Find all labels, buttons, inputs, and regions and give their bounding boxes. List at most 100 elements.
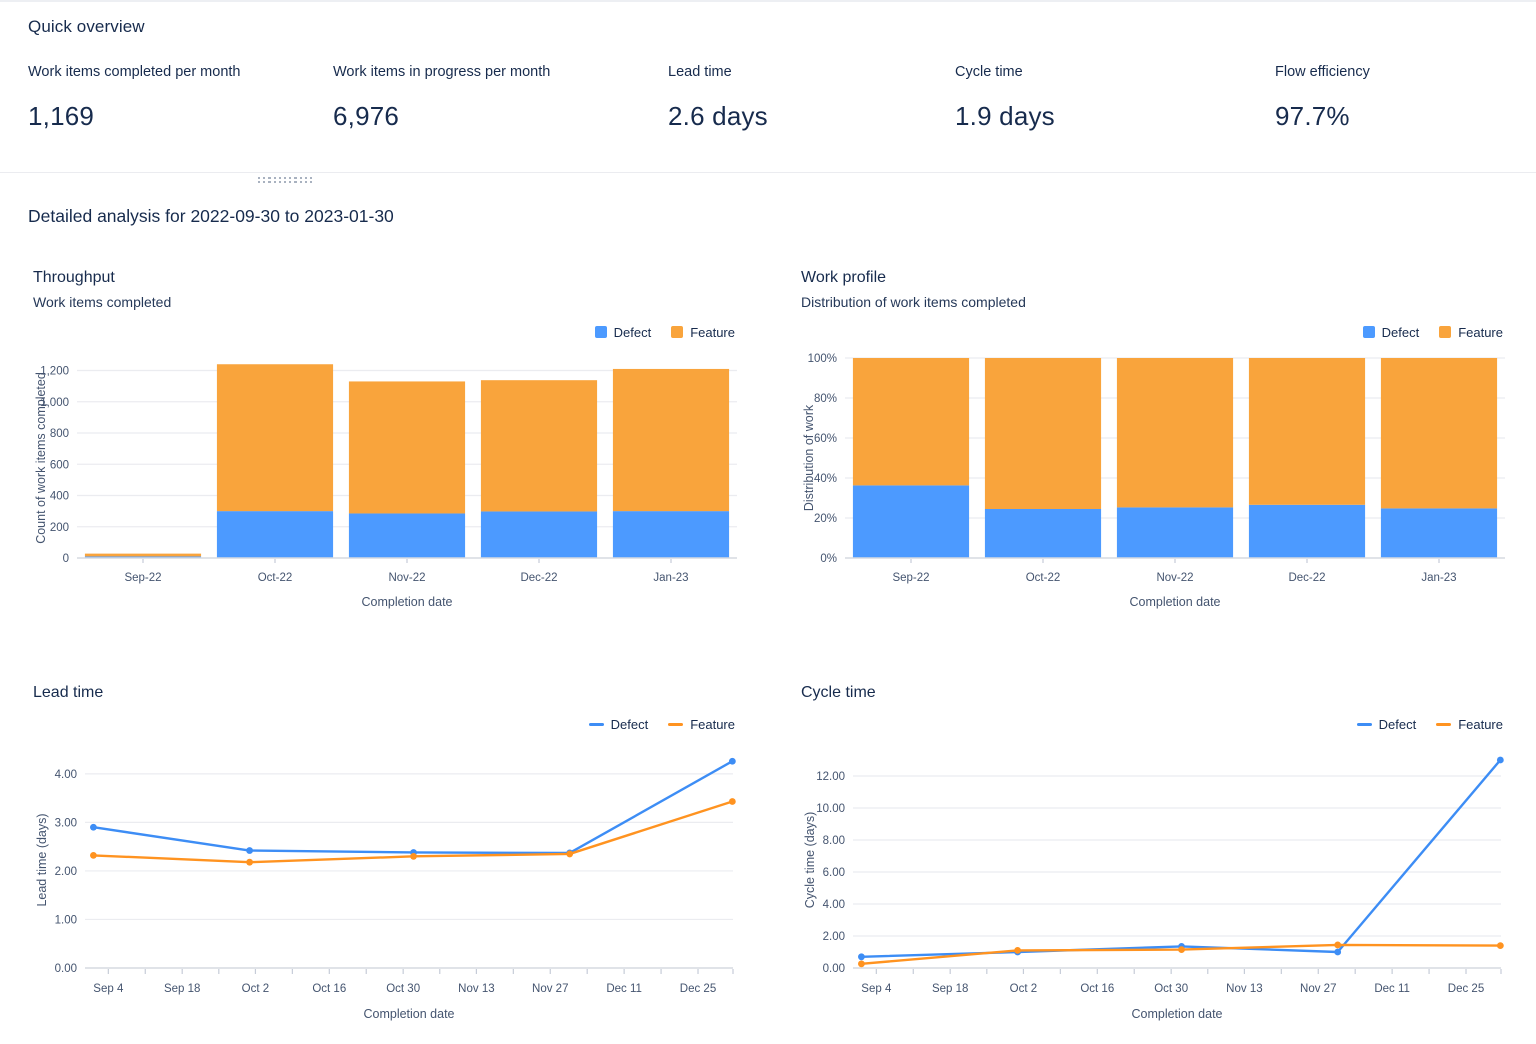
svg-text:Jan-23: Jan-23 (653, 572, 688, 584)
legend-item-defect[interactable]: Defect (588, 716, 649, 732)
legend-label: Feature (1458, 716, 1503, 732)
svg-text:Dec 11: Dec 11 (606, 983, 642, 995)
svg-text:Sep 4: Sep 4 (861, 983, 892, 995)
metric-label: Lead time (668, 64, 732, 80)
svg-text:Nov 13: Nov 13 (1226, 983, 1262, 995)
svg-text:Oct 30: Oct 30 (1154, 983, 1188, 995)
resize-drag-handle[interactable] (258, 177, 313, 184)
legend-label: Feature (690, 324, 735, 340)
cycle-time-chart: Cycle time Defect Feature 0.00 2.00 4.00 6.… (801, 684, 1505, 1024)
svg-text:600: 600 (50, 459, 69, 471)
svg-text:Sep 18: Sep 18 (932, 983, 968, 995)
charts-grid: Throughput Work items completed Defect F… (0, 269, 1536, 1024)
svg-text:400: 400 (50, 491, 69, 503)
legend-item-feature[interactable]: Feature (1439, 325, 1503, 340)
legend-item-defect[interactable]: Defect (594, 325, 651, 340)
svg-text:Oct-22: Oct-22 (1026, 572, 1061, 584)
svg-text:2.00: 2.00 (823, 931, 845, 943)
svg-text:40%: 40% (814, 473, 837, 485)
metric-value: 1.9 days (955, 101, 1055, 131)
svg-text:Dec-22: Dec-22 (520, 572, 557, 584)
svg-text:Oct 16: Oct 16 (312, 983, 346, 995)
cycle-time-plot-area[interactable]: 0.00 2.00 4.00 6.00 8.00 10.00 12.00 Sep 4 Sep 1… (801, 736, 1505, 1024)
svg-text:Distribution of work: Distribution of work (802, 404, 816, 511)
svg-text:Dec 11: Dec 11 (1374, 983, 1410, 995)
svg-text:1,000: 1,000 (40, 397, 69, 409)
metric-label: Work items in progress per month (333, 64, 551, 80)
svg-text:60%: 60% (814, 433, 837, 445)
chart-legend: Defect Feature (801, 716, 1503, 732)
chart-legend: Defect Feature (33, 324, 735, 340)
svg-text:Nov 13: Nov 13 (458, 983, 494, 995)
metric-value: 6,976 (333, 101, 400, 131)
chart-title: Work profile (801, 269, 887, 286)
work-profile-chart: Work profile Distribution of work items … (801, 269, 1505, 616)
svg-text:2.00: 2.00 (55, 866, 77, 878)
svg-text:Oct 16: Oct 16 (1080, 983, 1114, 995)
svg-text:Oct 2: Oct 2 (242, 983, 269, 995)
svg-text:Count of work items completed: Count of work items completed (34, 372, 48, 544)
svg-text:200: 200 (50, 522, 69, 534)
chart-legend: Defect Feature (33, 716, 735, 732)
chart-title: Throughput (33, 269, 115, 286)
chart-title: Lead time (33, 684, 104, 701)
svg-text:8.00: 8.00 (823, 835, 845, 847)
defect-line-swatch-icon (1356, 722, 1372, 726)
metric-label: Cycle time (955, 64, 1023, 80)
throughput-plot-area[interactable]: 0 200 400 600 800 1,000 1,200 Sep-22 Oct-22 Nov-2… (33, 344, 737, 616)
svg-text:Dec 25: Dec 25 (680, 983, 716, 995)
legend-item-defect[interactable]: Defect (1356, 717, 1416, 732)
lead-time-chart: Lead time Defect Feature 0.00 1.00 2.00 3.0… (33, 684, 737, 1024)
svg-text:Nov-22: Nov-22 (388, 572, 425, 584)
defect-swatch-icon (594, 326, 607, 338)
legend-item-feature[interactable]: Feature (671, 325, 735, 340)
svg-text:Oct-22: Oct-22 (258, 572, 293, 584)
quick-overview-section: Quick overview Work items completed per … (0, 2, 1536, 132)
svg-text:Oct 30: Oct 30 (386, 983, 420, 995)
drag-handle-dots (258, 177, 313, 180)
svg-text:10.00: 10.00 (816, 803, 845, 815)
throughput-chart: Throughput Work items completed Defect F… (33, 269, 737, 616)
chart-subtitle: Work items completed (33, 294, 172, 310)
chart-legend: Defect Feature (801, 324, 1503, 340)
drag-handle-dots (258, 181, 313, 184)
legend-label: Defect (610, 716, 649, 732)
svg-text:Sep 18: Sep 18 (164, 983, 200, 995)
lead-time-plot-area[interactable]: 0.00 1.00 2.00 3.00 4.00 Sep 4 Sep 18 Oct 2 Oct … (33, 736, 737, 1024)
svg-text:20%: 20% (814, 513, 837, 525)
metric-completed-per-month: Work items completed per month 1,169 (28, 64, 333, 132)
svg-text:Lead time (days): Lead time (days) (35, 813, 49, 906)
feature-line-swatch-icon (1436, 722, 1452, 726)
metric-in-progress-per-month: Work items in progress per month 6,976 (333, 64, 668, 132)
defect-line-swatch-icon (588, 722, 604, 726)
svg-text:6.00: 6.00 (823, 867, 845, 879)
svg-text:1.00: 1.00 (55, 914, 77, 926)
svg-text:0.00: 0.00 (55, 963, 77, 975)
detailed-analysis-title: Detailed analysis for 2022-09-30 to 2023… (28, 206, 394, 226)
metrics-row: Work items completed per month 1,169 Wor… (28, 64, 1508, 132)
svg-text:0%: 0% (820, 553, 837, 565)
svg-text:800: 800 (50, 428, 69, 440)
svg-text:Completion date: Completion date (361, 595, 452, 609)
svg-text:Completion date: Completion date (363, 1007, 454, 1021)
legend-label: Feature (690, 716, 735, 732)
metric-label: Flow efficiency (1275, 64, 1370, 80)
legend-label: Feature (1458, 324, 1503, 340)
work-profile-plot-area[interactable]: 0% 20% 40% 60% 80% 100% Sep-22 Oct-22 Nov-22 Dec-… (801, 344, 1505, 616)
svg-text:Nov 27: Nov 27 (1300, 983, 1336, 995)
svg-text:1,200: 1,200 (40, 366, 69, 378)
svg-text:0.00: 0.00 (823, 963, 845, 975)
svg-text:4.00: 4.00 (823, 899, 845, 911)
feature-line-swatch-icon (668, 722, 684, 726)
svg-text:80%: 80% (814, 393, 837, 405)
chart-subtitle: Distribution of work items completed (801, 294, 1026, 310)
svg-text:Completion date: Completion date (1129, 595, 1220, 609)
feature-swatch-icon (671, 326, 684, 338)
legend-item-feature[interactable]: Feature (1436, 717, 1503, 732)
svg-text:Sep-22: Sep-22 (124, 572, 161, 584)
metric-lead-time: Lead time 2.6 days (668, 64, 955, 132)
svg-text:Completion date: Completion date (1131, 1007, 1222, 1021)
legend-item-feature[interactable]: Feature (668, 717, 735, 732)
section-divider (0, 172, 1536, 184)
legend-item-defect[interactable]: Defect (1362, 325, 1419, 340)
